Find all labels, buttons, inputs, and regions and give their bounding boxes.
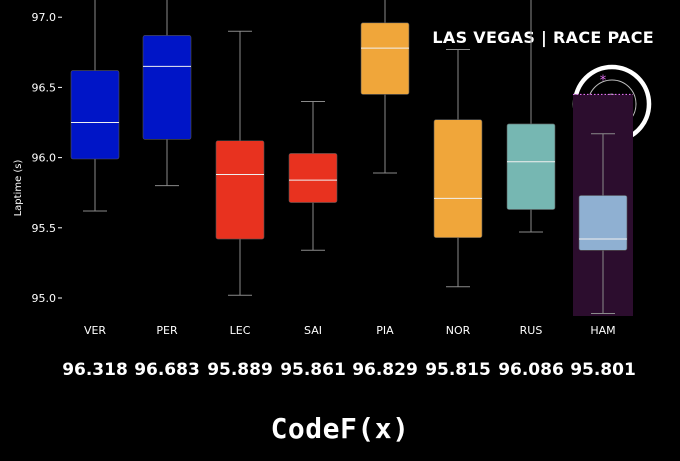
x-tick-label: HAM bbox=[590, 324, 615, 337]
mean-value: 96.318 bbox=[62, 360, 128, 380]
y-tick-label: 96.0 bbox=[32, 152, 57, 165]
mean-value: 95.815 bbox=[425, 360, 491, 380]
y-tick-label: 97.0 bbox=[32, 11, 57, 24]
chart-title: LAS VEGAS | RACE PACE bbox=[432, 28, 654, 47]
x-tick-label: PIA bbox=[376, 324, 394, 337]
box-pia bbox=[360, 22, 410, 95]
y-axis-label: Laptime (s) bbox=[13, 159, 24, 216]
x-tick-label: VER bbox=[84, 324, 106, 337]
x-tick-label: SAI bbox=[304, 324, 322, 337]
x-tick-label: LEC bbox=[230, 324, 251, 337]
mean-value: 95.801 bbox=[570, 360, 636, 380]
box-ver bbox=[70, 70, 120, 160]
mean-value: 95.889 bbox=[207, 360, 273, 380]
x-tick-label: PER bbox=[156, 324, 178, 337]
mean-value: 96.683 bbox=[134, 360, 200, 380]
box-nor bbox=[433, 119, 483, 238]
mean-value: 95.861 bbox=[280, 360, 346, 380]
mean-value: 96.086 bbox=[498, 360, 564, 380]
x-tick-label: RUS bbox=[520, 324, 543, 337]
box-rus bbox=[506, 123, 556, 210]
x-tick-label: NOR bbox=[446, 324, 471, 337]
y-tick-label: 95.5 bbox=[32, 222, 57, 235]
y-tick-label: 95.0 bbox=[32, 292, 57, 305]
box-sai bbox=[288, 153, 338, 203]
box-lec bbox=[215, 140, 265, 240]
mean-value: 96.829 bbox=[352, 360, 418, 380]
box-per bbox=[142, 35, 192, 140]
highlight-star: * bbox=[600, 73, 607, 88]
brand-logo: CodeF(x) bbox=[270, 412, 410, 445]
box-ham bbox=[578, 195, 628, 251]
y-tick-label: 96.5 bbox=[32, 81, 57, 94]
